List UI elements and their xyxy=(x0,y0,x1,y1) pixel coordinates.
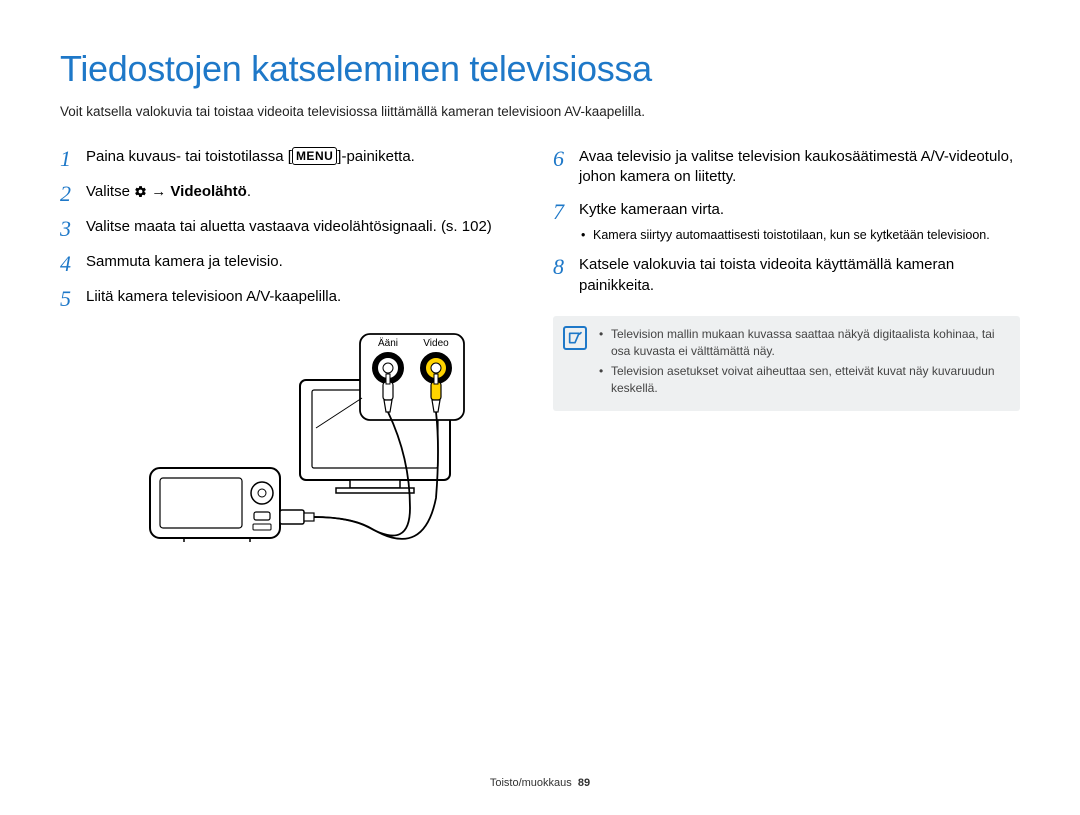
note-item: Television asetukset voivat aiheuttaa se… xyxy=(599,363,1006,397)
footer-page-number: 89 xyxy=(578,777,590,789)
step-text: Katsele valokuvia tai toista videoita kä… xyxy=(579,255,1020,296)
step-4: 4 Sammuta kamera ja televisio. xyxy=(60,252,527,275)
step-number: 7 xyxy=(553,200,579,223)
right-column: 6 Avaa televisio ja valitse television k… xyxy=(553,147,1020,573)
step-text: Paina kuvaus- tai toistotilassa [MENU]-p… xyxy=(86,147,527,167)
note-box: Television mallin mukaan kuvassa saattaa… xyxy=(553,316,1020,411)
step-1: 1 Paina kuvaus- tai toistotilassa [MENU]… xyxy=(60,147,527,170)
step-text-a: Valitse xyxy=(86,183,134,200)
step-number: 6 xyxy=(553,147,579,170)
audio-label: Ääni xyxy=(378,337,398,349)
step-7: 7 Kytke kameraan virta. xyxy=(553,200,1020,223)
left-column: 1 Paina kuvaus- tai toistotilassa [MENU]… xyxy=(60,147,527,573)
step-7-sub: Kamera siirtyy automaattisesti toistotil… xyxy=(579,227,1020,244)
note-icon xyxy=(563,326,587,350)
note-item: Television mallin mukaan kuvassa saattaa… xyxy=(599,326,1006,360)
step-text-post: ]-painiketta. xyxy=(337,148,415,165)
step-8: 8 Katsele valokuvia tai toista videoita … xyxy=(553,255,1020,296)
step-text-b: Videolähtö xyxy=(170,183,246,200)
step-text: Liitä kamera televisioon A/V-kaapelilla. xyxy=(86,287,527,307)
step-5: 5 Liitä kamera televisioon A/V-kaapelill… xyxy=(60,287,527,310)
page-title: Tiedostojen katseleminen televisiossa xyxy=(60,48,1020,90)
page-footer: Toisto/muokkaus 89 xyxy=(0,777,1080,789)
arrow-icon: → xyxy=(151,183,170,200)
menu-button-icon: MENU xyxy=(292,147,337,165)
step-6: 6 Avaa televisio ja valitse television k… xyxy=(553,147,1020,188)
step-text: Sammuta kamera ja televisio. xyxy=(86,252,527,272)
step-number: 2 xyxy=(60,182,86,205)
intro-text: Voit katsella valokuvia tai toistaa vide… xyxy=(60,104,1020,119)
step-number: 1 xyxy=(60,147,86,170)
connection-diagram: Ääni Video xyxy=(140,328,527,573)
step-2: 2 Valitse → Videolähtö. xyxy=(60,182,527,205)
gear-icon xyxy=(134,184,147,197)
step-text: Kytke kameraan virta. xyxy=(579,200,1020,220)
step-3: 3 Valitse maata tai aluetta vastaava vid… xyxy=(60,217,527,240)
step-text-pre: Paina kuvaus- tai toistotilassa [ xyxy=(86,148,292,165)
step-text: Avaa televisio ja valitse television kau… xyxy=(579,147,1020,188)
step-text: Valitse maata tai aluetta vastaava video… xyxy=(86,217,527,237)
step-text: Valitse → Videolähtö. xyxy=(86,182,527,202)
step-number: 3 xyxy=(60,217,86,240)
content-columns: 1 Paina kuvaus- tai toistotilassa [MENU]… xyxy=(60,147,1020,573)
video-label: Video xyxy=(423,338,449,349)
footer-section: Toisto/muokkaus xyxy=(490,777,572,789)
step-number: 8 xyxy=(553,255,579,278)
step-number: 4 xyxy=(60,252,86,275)
step-number: 5 xyxy=(60,287,86,310)
